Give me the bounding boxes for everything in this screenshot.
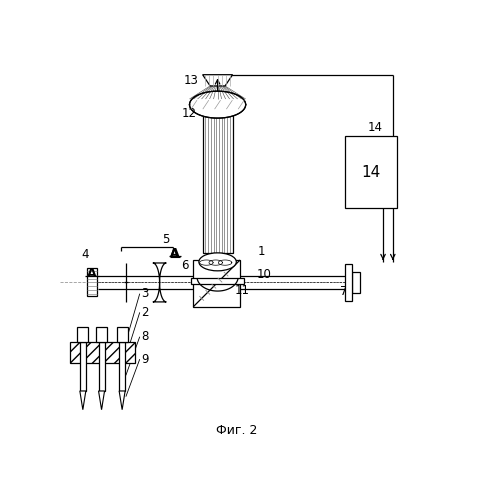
- Text: 11: 11: [234, 284, 249, 297]
- Bar: [345, 136, 397, 208]
- Text: 4: 4: [81, 248, 88, 261]
- Polygon shape: [153, 263, 166, 302]
- Polygon shape: [99, 391, 104, 409]
- Polygon shape: [203, 74, 233, 86]
- Bar: [352, 272, 360, 293]
- Text: 10: 10: [256, 268, 271, 281]
- Bar: [345, 264, 352, 301]
- Polygon shape: [80, 391, 86, 409]
- Text: 5: 5: [162, 233, 170, 246]
- Bar: [203, 96, 233, 252]
- Text: 14: 14: [367, 120, 383, 134]
- Text: Фиг. 2: Фиг. 2: [215, 424, 257, 437]
- Bar: [193, 260, 240, 307]
- Text: 6: 6: [181, 259, 188, 272]
- Text: 13: 13: [183, 74, 198, 87]
- Bar: [80, 342, 86, 391]
- Bar: [77, 328, 88, 342]
- Polygon shape: [189, 91, 246, 118]
- Text: 7: 7: [341, 286, 348, 298]
- Text: 1: 1: [258, 246, 266, 258]
- Polygon shape: [87, 268, 98, 296]
- Text: A: A: [170, 250, 179, 260]
- Text: 9: 9: [141, 352, 148, 366]
- Bar: [119, 342, 125, 391]
- Text: 14: 14: [361, 164, 381, 180]
- Text: 12: 12: [182, 108, 197, 120]
- Polygon shape: [119, 391, 125, 409]
- Bar: [70, 342, 135, 363]
- Text: 2: 2: [141, 306, 148, 319]
- Text: A: A: [170, 247, 179, 260]
- Bar: [191, 278, 244, 284]
- Bar: [116, 328, 128, 342]
- Text: A: A: [86, 266, 96, 280]
- Text: 8: 8: [141, 330, 148, 343]
- Bar: [99, 342, 104, 391]
- Bar: [96, 328, 107, 342]
- Ellipse shape: [199, 253, 236, 271]
- Text: 3: 3: [141, 287, 148, 300]
